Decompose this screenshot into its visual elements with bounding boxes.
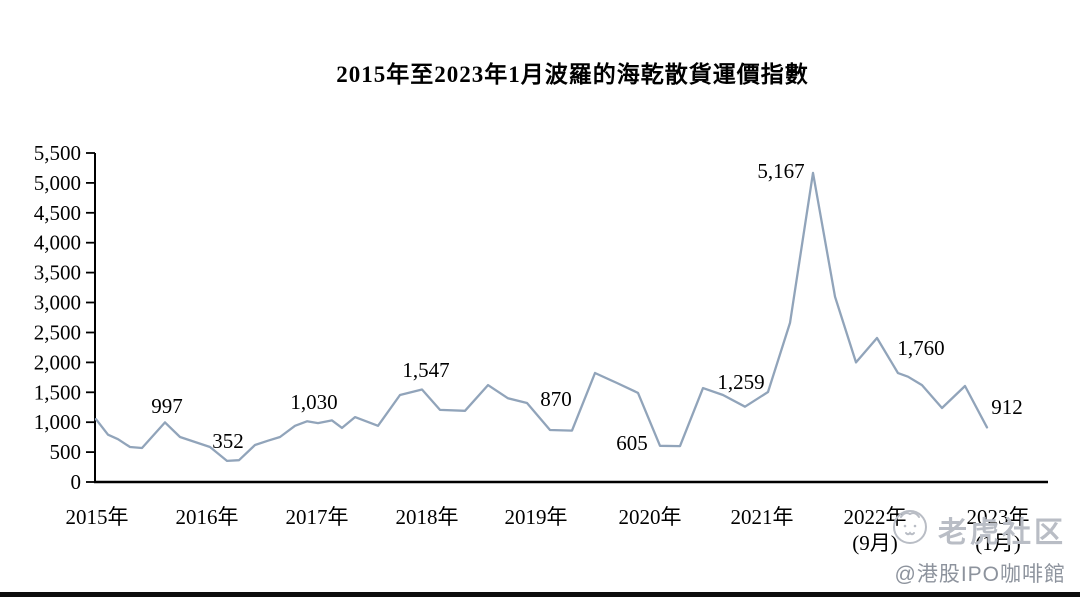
- y-tick-label: 2,500: [34, 321, 81, 345]
- data-point-label: 605: [616, 431, 648, 455]
- data-point-label: 1,760: [897, 336, 944, 360]
- x-tick-label-line: 2016年: [176, 505, 239, 529]
- x-tick-label: 2018年: [396, 505, 459, 529]
- x-tick-label-line: 2018年: [396, 505, 459, 529]
- data-point-label: 352: [212, 429, 244, 453]
- x-tick-label: 2023年(1月): [967, 505, 1030, 555]
- x-tick-label-line: (9月): [852, 531, 898, 555]
- y-tick-label: 3,500: [34, 261, 81, 285]
- y-tick-label: 3,000: [34, 291, 81, 315]
- x-tick-label-line: (1月): [975, 531, 1021, 555]
- x-tick-label: 2021年: [731, 505, 794, 529]
- data-point-label: 1,547: [402, 358, 449, 382]
- bottom-border-bar: [0, 592, 1080, 597]
- y-tick-label: 4,500: [34, 201, 81, 225]
- y-tick-label: 1,000: [34, 410, 81, 434]
- x-tick-label-line: 2022年: [844, 505, 907, 529]
- y-tick-label: 5,500: [34, 141, 81, 165]
- data-point-label: 870: [540, 387, 572, 411]
- data-point-label: 1,030: [290, 390, 337, 414]
- y-tick-label: 5,000: [34, 171, 81, 195]
- x-tick-label-line: 2017年: [286, 505, 349, 529]
- y-tick-label: 1,500: [34, 380, 81, 404]
- x-tick-label-line: 2015年: [66, 505, 129, 529]
- y-tick-label: 0: [71, 470, 82, 494]
- x-tick-label: 2015年: [66, 505, 129, 529]
- y-tick-label: 4,000: [34, 231, 81, 255]
- bdi-series-line: [94, 171, 989, 463]
- data-point-label: 1,259: [717, 370, 764, 394]
- x-tick-label-line: 2023年: [967, 505, 1030, 529]
- data-point-label: 997: [151, 394, 183, 418]
- x-tick-label-line: 2019年: [505, 505, 568, 529]
- x-tick-label: 2019年: [505, 505, 568, 529]
- x-tick-label-line: 2021年: [731, 505, 794, 529]
- x-tick-label: 2020年: [619, 505, 682, 529]
- x-tick-label: 2017年: [286, 505, 349, 529]
- x-tick-label: 2016年: [176, 505, 239, 529]
- y-tick-label: 2,000: [34, 350, 81, 374]
- x-tick-label: 2022年(9月): [844, 505, 907, 555]
- data-point-label: 912: [991, 395, 1023, 419]
- chart-title: 2015年至2023年1月波羅的海乾散貨運價指數: [336, 62, 809, 87]
- y-tick-label: 500: [50, 440, 82, 464]
- x-tick-label-line: 2020年: [619, 505, 682, 529]
- data-point-label: 5,167: [757, 159, 804, 183]
